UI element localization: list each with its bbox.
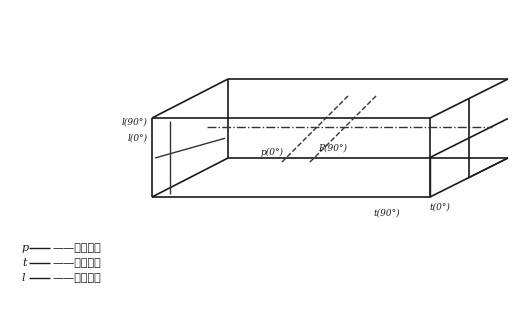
Text: p: p [22, 243, 29, 253]
Text: p(0°): p(0°) [261, 148, 284, 156]
Text: t: t [22, 258, 27, 268]
Text: l: l [22, 273, 26, 283]
Text: ——横向面；: ——横向面； [52, 258, 101, 268]
Text: l(90°): l(90°) [122, 117, 148, 126]
Text: ——法向面。: ——法向面。 [52, 243, 101, 253]
Text: t(0°): t(0°) [430, 203, 451, 212]
Text: ——纵向面；: ——纵向面； [52, 273, 101, 283]
Text: l(0°): l(0°) [128, 133, 148, 142]
Text: P(90°): P(90°) [318, 143, 347, 153]
Text: t(90°): t(90°) [373, 209, 400, 218]
